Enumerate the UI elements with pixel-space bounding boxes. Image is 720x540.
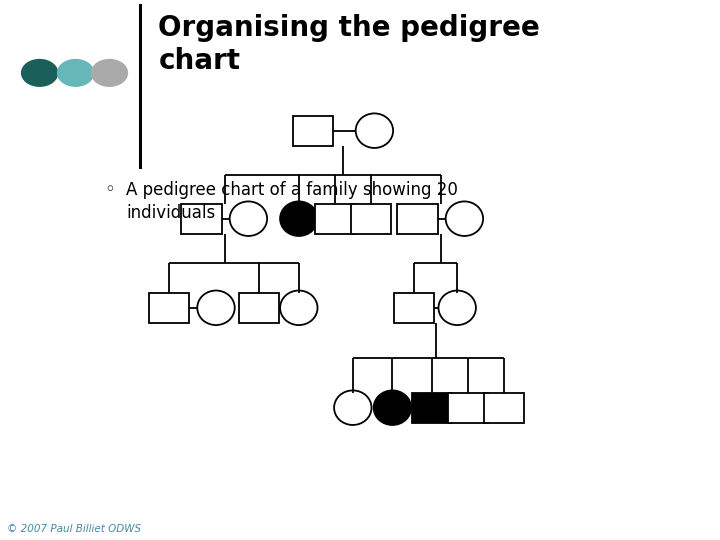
Bar <box>239 293 279 323</box>
Ellipse shape <box>334 390 372 425</box>
Bar <box>394 293 434 323</box>
Circle shape <box>91 59 128 87</box>
Ellipse shape <box>280 201 318 236</box>
Bar <box>484 393 524 423</box>
Bar <box>181 204 222 234</box>
Ellipse shape <box>230 201 267 236</box>
Circle shape <box>21 59 58 87</box>
Ellipse shape <box>446 201 483 236</box>
Text: A pedigree chart of a family showing 20
individuals: A pedigree chart of a family showing 20 … <box>126 181 458 222</box>
Bar <box>315 204 355 234</box>
Ellipse shape <box>438 291 476 325</box>
Text: Organising the pedigree
chart: Organising the pedigree chart <box>158 14 540 75</box>
Bar <box>293 116 333 146</box>
Text: ◦: ◦ <box>104 181 115 199</box>
Ellipse shape <box>280 291 318 325</box>
Text: © 2007 Paul Billiet ODWS: © 2007 Paul Billiet ODWS <box>7 523 141 534</box>
Bar <box>351 204 391 234</box>
Bar <box>397 204 438 234</box>
Ellipse shape <box>374 390 411 425</box>
Bar <box>448 393 488 423</box>
Circle shape <box>57 59 94 87</box>
Ellipse shape <box>197 291 235 325</box>
Bar <box>412 393 452 423</box>
Ellipse shape <box>356 113 393 148</box>
Bar <box>149 293 189 323</box>
